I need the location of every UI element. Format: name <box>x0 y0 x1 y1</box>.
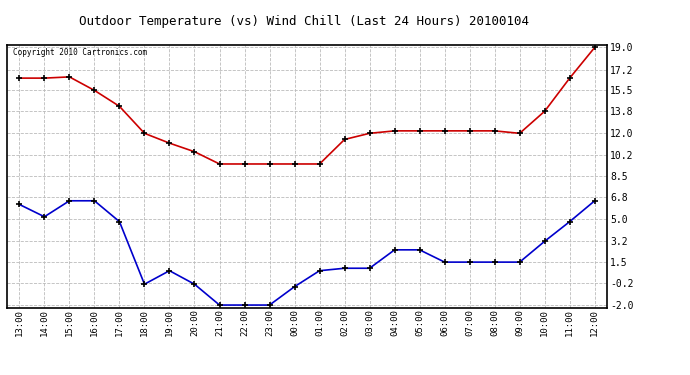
Text: Copyright 2010 Cartronics.com: Copyright 2010 Cartronics.com <box>13 48 147 57</box>
Text: Outdoor Temperature (vs) Wind Chill (Last 24 Hours) 20100104: Outdoor Temperature (vs) Wind Chill (Las… <box>79 15 529 28</box>
